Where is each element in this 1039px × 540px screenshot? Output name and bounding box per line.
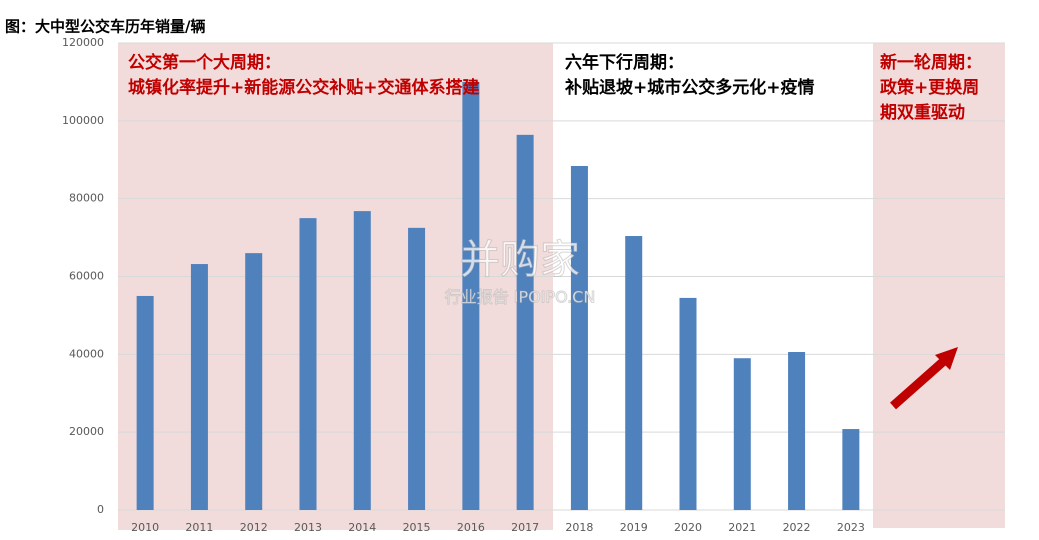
x-tick-label: 2015 — [403, 521, 431, 534]
x-tick-label: 2012 — [240, 521, 268, 534]
bar — [570, 165, 588, 510]
grid — [118, 42, 1005, 511]
x-tick-label: 2014 — [348, 521, 376, 534]
y-tick-label: 0 — [97, 503, 104, 516]
x-tick-label: 2017 — [511, 521, 539, 534]
y-tick-label: 100000 — [62, 114, 104, 127]
bars — [136, 81, 860, 511]
arrow-shaft — [890, 356, 948, 410]
annotation: 公交第一个大周期： — [128, 52, 281, 73]
bar — [136, 295, 154, 510]
watermark: 并购家 — [460, 237, 580, 283]
bar — [788, 351, 806, 510]
arrow — [890, 347, 958, 410]
x-tick-label: 2018 — [565, 521, 593, 534]
x-tick-label: 2010 — [131, 521, 159, 534]
x-tick-label: 2022 — [783, 521, 811, 534]
cycle-shade — [873, 43, 1005, 528]
x-tick-label: 2016 — [457, 521, 485, 534]
x-tick-label: 2023 — [837, 521, 865, 534]
bar — [462, 81, 480, 511]
annotation: 期双重驱动 — [880, 102, 965, 123]
bar — [842, 429, 860, 510]
annotation: 补贴退坡+城市公交多元化+疫情 — [564, 77, 815, 98]
x-tick-label: 2020 — [674, 521, 702, 534]
annotation: 六年下行周期： — [565, 52, 684, 73]
bar — [299, 218, 317, 510]
y-tick-label: 60000 — [69, 270, 104, 283]
watermark: 行业报告 IPOIPO.CN — [445, 288, 596, 307]
bar — [408, 227, 426, 510]
x-tick-label: 2011 — [185, 521, 213, 534]
arrow-head — [935, 347, 958, 370]
annotation: 政策+更换周 — [880, 77, 979, 98]
bar — [353, 211, 371, 510]
y-tick-label: 120000 — [62, 36, 104, 49]
bar — [625, 236, 643, 510]
x-tick-label: 2019 — [620, 521, 648, 534]
x-tick-label: 2021 — [728, 521, 756, 534]
annotation: 新一轮周期： — [880, 52, 982, 73]
chart-title: 图：大中型公交车历年销量/辆 — [5, 18, 205, 36]
bar — [733, 358, 751, 510]
y-tick-label: 20000 — [69, 425, 104, 438]
bar — [516, 134, 534, 511]
bar — [679, 297, 697, 510]
bar — [190, 264, 208, 510]
cycle-shade — [118, 43, 553, 530]
y-tick-label: 80000 — [69, 192, 104, 205]
y-tick-label: 40000 — [69, 347, 104, 360]
bar — [245, 253, 263, 510]
x-tick-label: 2013 — [294, 521, 322, 534]
annotation: 城镇化率提升+新能源公交补贴+交通体系搭建 — [128, 77, 480, 98]
